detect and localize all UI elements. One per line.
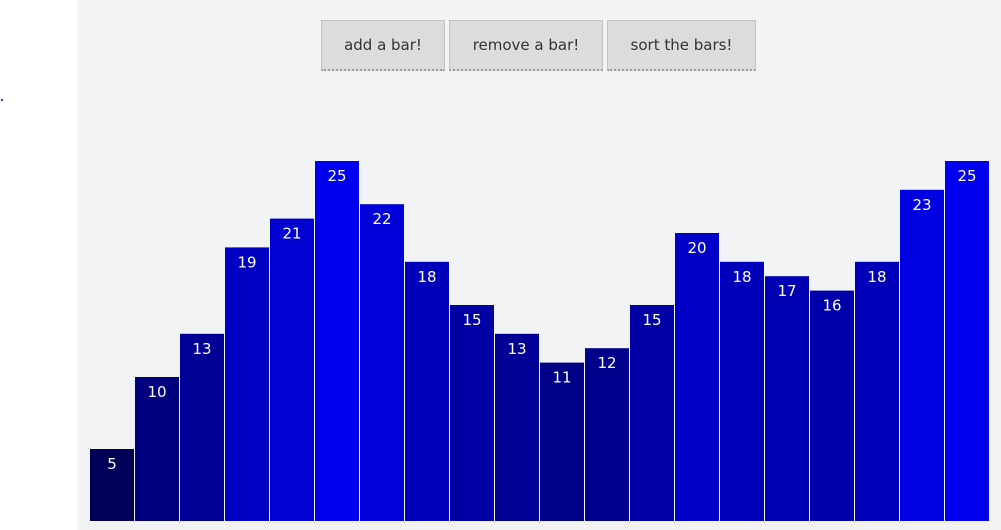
chart-bar [720, 261, 764, 521]
add-bar-button[interactable]: add a bar! [321, 20, 445, 71]
chart-bar [270, 218, 314, 521]
chart-bar [180, 333, 224, 521]
bar-value-label: 18 [417, 268, 436, 286]
bar-chart: 5 10 13 19 21 25 22 18 15 13 11 12 15 20 18 17 16 18 23 25 [90, 161, 989, 522]
bar-value-label: 20 [687, 239, 706, 257]
bar-value-label: 15 [462, 311, 481, 329]
bar-value-label: 12 [597, 354, 616, 372]
bar-value-label: 18 [867, 268, 886, 286]
bar-value-label: 11 [552, 369, 571, 387]
chart-bar [315, 161, 359, 521]
chart-bar [360, 204, 404, 521]
bar-value-label: 13 [507, 340, 526, 358]
chart-bar [765, 276, 809, 521]
chart-bar [90, 449, 134, 521]
chart-bar [630, 305, 674, 521]
bar-value-label: 22 [372, 210, 391, 228]
chart-bar [450, 305, 494, 521]
left-margin [0, 0, 77, 530]
bar-value-label: 25 [327, 167, 346, 185]
chart-bar [495, 333, 539, 521]
toolbar: add a bar! remove a bar! sort the bars! [321, 20, 756, 71]
bar-value-label: 13 [192, 340, 211, 358]
stray-dot [1, 99, 3, 101]
sort-bars-button[interactable]: sort the bars! [607, 20, 756, 71]
chart-bar [675, 233, 719, 521]
bar-value-label: 17 [777, 282, 796, 300]
chart-bar [540, 362, 584, 521]
bar-value-label: 5 [107, 455, 117, 473]
bar-value-label: 21 [282, 225, 301, 243]
chart-bar [585, 348, 629, 521]
chart-bar [810, 290, 854, 521]
remove-bar-button[interactable]: remove a bar! [449, 20, 603, 71]
bar-value-label: 15 [642, 311, 661, 329]
bar-value-label: 10 [147, 383, 166, 401]
bar-value-label: 18 [732, 268, 751, 286]
bar-value-label: 23 [912, 196, 931, 214]
bar-value-label: 19 [237, 253, 256, 271]
chart-bar [405, 261, 449, 521]
chart-bar [945, 161, 989, 521]
chart-bar [900, 189, 944, 522]
chart-bar [855, 261, 899, 521]
chart-bar [225, 247, 269, 521]
bar-value-label: 16 [822, 297, 841, 315]
bar-value-label: 25 [957, 167, 976, 185]
chart-bar [135, 377, 179, 521]
